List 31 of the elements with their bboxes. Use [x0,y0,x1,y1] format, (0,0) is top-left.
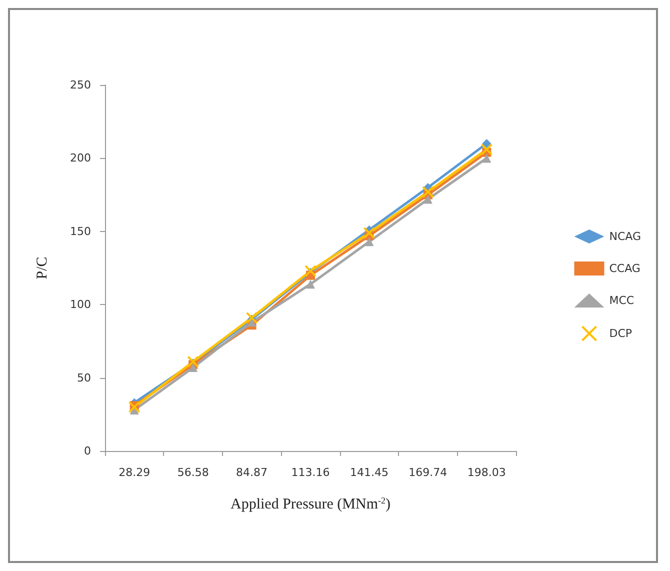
point [304,264,316,277]
x-tick-label: 84.87 [236,466,268,479]
point [246,312,258,324]
x-tick-label: 56.58 [177,466,209,479]
point [480,143,493,156]
point [422,186,434,198]
point [363,226,376,239]
point [306,280,315,289]
y-tick-label: 250 [70,78,91,92]
y-tick-label: 200 [70,152,91,165]
y-tick-label: 100 [70,298,91,312]
y-tick-label: 150 [70,224,91,238]
x-tick-label: 141.45 [350,466,388,479]
point [128,401,140,414]
point [187,356,200,368]
point [423,194,432,204]
x-tick-label: 169.74 [408,466,448,479]
x-tick-label: 113.16 [291,466,330,479]
point [482,139,492,148]
y-tick-label: 50 [77,371,91,384]
legend-label: CCAG [609,262,640,275]
point [188,363,198,372]
y-tick-label: 0 [84,444,91,458]
y-axis-title: P/C [34,256,50,280]
x-tick-label: 28.29 [118,466,150,479]
x-tick-label: 198.03 [467,466,506,479]
legend-label: MCC [609,294,634,307]
point [364,237,374,246]
legend-label: NCAG [609,230,641,243]
legend-label: DCP [609,327,632,340]
point [482,154,492,163]
